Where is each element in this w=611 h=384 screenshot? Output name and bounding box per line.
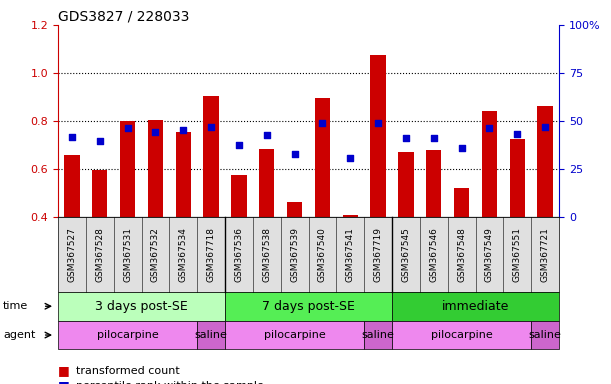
Text: GDS3827 / 228033: GDS3827 / 228033 (58, 10, 189, 23)
Text: ■: ■ (58, 364, 70, 377)
Text: GSM367539: GSM367539 (290, 227, 299, 282)
Point (150, 129, 160, 136)
Text: 3 days post-SE: 3 days post-SE (95, 300, 188, 313)
Text: GSM367531: GSM367531 (123, 227, 132, 282)
Bar (232, 175, 247, 217)
Text: GSM367718: GSM367718 (207, 227, 216, 282)
Bar (315, 98, 330, 217)
Bar (287, 202, 302, 217)
Text: GSM367548: GSM367548 (457, 227, 466, 282)
Bar (426, 150, 442, 217)
Text: GSM367546: GSM367546 (430, 227, 438, 282)
Text: GSM367536: GSM367536 (235, 227, 243, 282)
Point (95, 138, 104, 144)
Point (123, 125, 133, 131)
Point (262, 132, 272, 139)
Text: saline: saline (195, 330, 227, 340)
Bar (64, 155, 79, 217)
Point (401, 135, 411, 141)
Bar (510, 139, 525, 217)
Text: GSM367549: GSM367549 (485, 227, 494, 282)
Text: GSM367541: GSM367541 (346, 227, 355, 282)
Text: immediate: immediate (442, 300, 509, 313)
Bar (370, 55, 386, 217)
Point (540, 124, 550, 130)
Bar (343, 215, 358, 217)
Bar (92, 170, 108, 217)
Text: GSM367721: GSM367721 (541, 227, 550, 282)
Text: pilocarpine: pilocarpine (97, 330, 158, 340)
Point (290, 151, 299, 157)
Text: saline: saline (362, 330, 395, 340)
Text: GSM367527: GSM367527 (67, 227, 76, 282)
Text: GSM367538: GSM367538 (262, 227, 271, 282)
Bar (203, 96, 219, 217)
Bar (148, 120, 163, 217)
Text: GSM367540: GSM367540 (318, 227, 327, 282)
Bar (538, 106, 553, 217)
Bar (120, 121, 135, 217)
Bar (482, 111, 497, 217)
Text: GSM367719: GSM367719 (374, 227, 382, 282)
Text: GSM367528: GSM367528 (95, 227, 104, 282)
Text: transformed count: transformed count (76, 366, 180, 376)
Text: GSM367551: GSM367551 (513, 227, 522, 282)
Point (429, 135, 439, 141)
Text: pilocarpine: pilocarpine (431, 330, 492, 340)
Bar (398, 152, 414, 217)
Bar (454, 188, 469, 217)
Text: GSM367532: GSM367532 (151, 227, 160, 282)
Text: ■: ■ (58, 379, 70, 384)
Text: time: time (3, 301, 28, 311)
Text: GSM367534: GSM367534 (179, 227, 188, 282)
Point (373, 120, 383, 126)
Bar (175, 132, 191, 217)
Text: GSM367545: GSM367545 (401, 227, 411, 282)
Point (457, 145, 467, 151)
Point (485, 125, 494, 131)
Point (345, 155, 355, 161)
Text: saline: saline (529, 330, 562, 340)
Point (178, 127, 188, 133)
Text: pilocarpine: pilocarpine (264, 330, 326, 340)
Point (318, 120, 327, 126)
Text: 7 days post-SE: 7 days post-SE (262, 300, 355, 313)
Point (513, 131, 522, 137)
Text: percentile rank within the sample: percentile rank within the sample (76, 381, 264, 384)
Bar (259, 149, 274, 217)
Point (207, 124, 216, 130)
Point (234, 142, 244, 149)
Point (67, 134, 77, 140)
Text: agent: agent (3, 330, 35, 340)
